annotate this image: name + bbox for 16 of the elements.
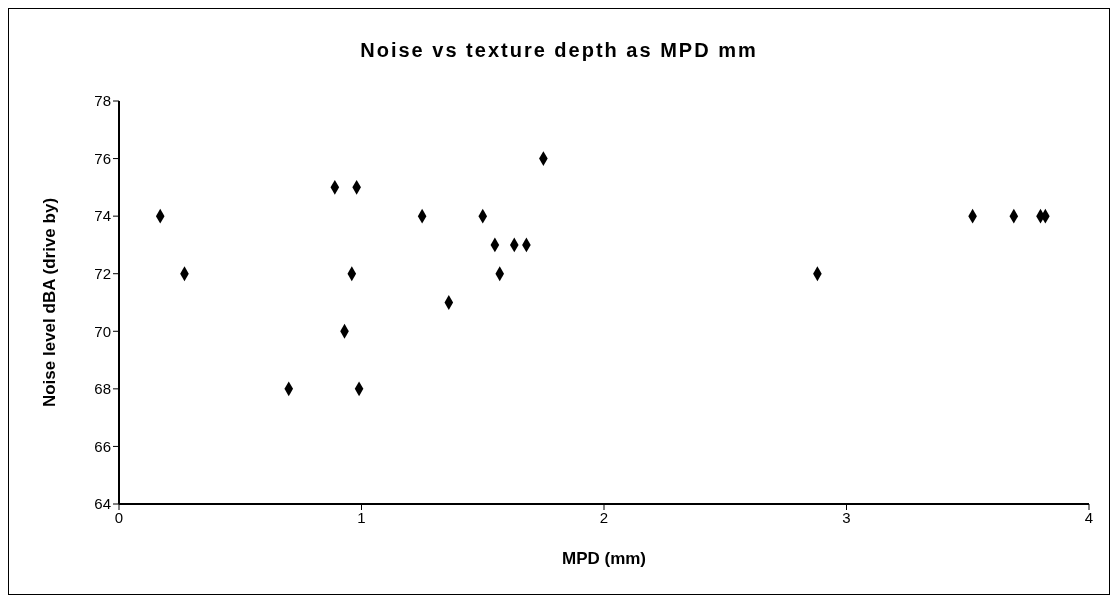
y-tick-label: 70 [94,322,111,340]
y-tick-label: 76 [94,149,111,167]
y-tick-label: 64 [94,495,111,513]
y-tick-label: 68 [94,380,111,398]
x-tick-label: 4 [1084,508,1094,526]
y-tick-label: 78 [94,92,111,110]
y-tick-label: 74 [94,207,111,225]
y-tick-label: 66 [94,437,111,455]
chart-title: Noise vs texture depth as MPD mm [359,39,759,62]
x-tick-label: 0 [114,508,124,526]
y-tick-label: 72 [94,265,111,283]
x-tick-label: 1 [357,508,366,526]
y-axis-title: Noise level dBA (drive by) [40,197,60,408]
x-tick-label: 2 [599,508,609,526]
x-axis-title: MPD (mm) [561,549,647,568]
x-tick-label: 3 [842,508,851,526]
